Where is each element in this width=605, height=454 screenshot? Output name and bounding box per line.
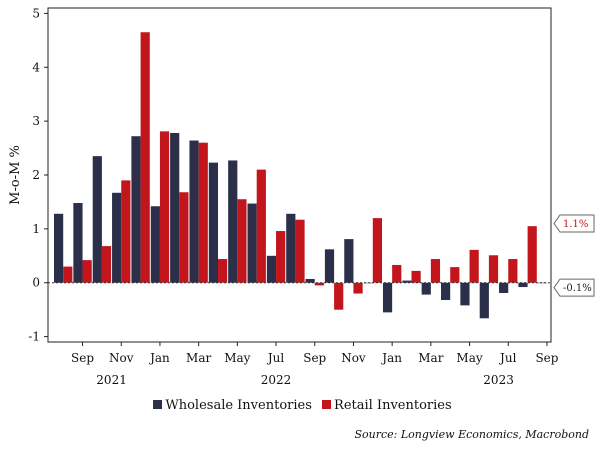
bar-wholesale	[266, 255, 277, 283]
bar-wholesale	[479, 282, 489, 319]
x-year-label: 2022	[261, 373, 292, 387]
bar-wholesale	[54, 213, 64, 283]
bar-wholesale	[518, 282, 528, 288]
bar-retail	[82, 260, 92, 283]
bar-retail	[508, 259, 518, 283]
bar-wholesale	[382, 282, 393, 313]
bar-retail	[527, 226, 537, 283]
bar-wholesale	[402, 280, 412, 283]
bar-wholesale	[247, 203, 257, 283]
callout-label: -0.1%	[563, 283, 592, 294]
legend-label-retail: Retail Inventories	[334, 398, 452, 413]
y-tick-label: 1	[32, 222, 40, 236]
y-tick-label: 2	[32, 168, 40, 182]
legend-label-wholesale: Wholesale Inventories	[165, 398, 312, 413]
bar-retail	[372, 218, 382, 283]
bar-wholesale	[324, 249, 335, 283]
x-year-label: 2023	[483, 373, 514, 387]
y-tick-label: 4	[32, 60, 40, 74]
bar-wholesale	[537, 282, 547, 284]
bar-wholesale	[73, 203, 83, 283]
bar-wholesale	[112, 192, 122, 283]
x-tick-label: Jan	[380, 351, 402, 365]
callout-label: 1.1%	[563, 219, 588, 230]
x-tick-label: Mar	[418, 351, 443, 365]
bar-retail	[121, 180, 131, 283]
plot-frame	[47, 7, 552, 343]
callout-box	[553, 214, 595, 233]
legend-swatch-wholesale	[153, 400, 163, 409]
y-tick-label: 3	[32, 114, 40, 128]
source-note: Source: Longview Economics, Macrobond	[354, 428, 589, 441]
bar-retail	[411, 270, 421, 283]
x-tick-label: Sep	[303, 351, 326, 365]
x-year-label: 2021	[96, 373, 127, 387]
bar-retail	[159, 131, 170, 283]
legend-item-wholesale: Wholesale Inventories	[153, 398, 312, 413]
bar-retail	[295, 219, 305, 283]
bar-wholesale	[344, 239, 354, 283]
bar-retail	[276, 231, 286, 283]
bar-retail	[353, 282, 363, 294]
bar-retail	[314, 282, 324, 286]
bar-wholesale	[92, 156, 102, 283]
bar-wholesale	[150, 206, 160, 283]
bar-retail	[430, 259, 441, 283]
bar-retail	[450, 267, 460, 283]
legend: Wholesale Inventories Retail Inventories	[0, 398, 605, 413]
bar-retail	[237, 199, 247, 283]
bar-retail	[179, 192, 189, 283]
x-tick-label: Mar	[186, 351, 211, 365]
x-tick-label: Sep	[71, 351, 94, 365]
y-tick-label: -1	[28, 330, 40, 344]
bar-wholesale	[441, 282, 451, 300]
bar-retail	[392, 264, 402, 283]
legend-item-retail: Retail Inventories	[322, 398, 452, 413]
bar-wholesale	[131, 136, 141, 283]
bar-wholesale	[286, 213, 296, 283]
bar-retail	[218, 259, 228, 283]
bar-retail	[488, 255, 499, 283]
callout-box	[553, 278, 595, 297]
bar-wholesale	[460, 282, 470, 306]
y-tick-label: 0	[32, 276, 40, 290]
bar-retail	[334, 282, 344, 310]
x-tick-label: Jul	[498, 351, 517, 365]
bar-retail	[256, 169, 266, 283]
bar-wholesale	[421, 282, 431, 295]
x-tick-label: Jan	[148, 351, 170, 365]
bar-wholesale	[499, 282, 509, 293]
bar-wholesale	[189, 140, 199, 283]
bar-wholesale	[305, 278, 315, 283]
legend-swatch-retail	[322, 400, 332, 409]
x-tick-label: Nov	[109, 351, 134, 365]
bar-retail	[140, 32, 150, 283]
x-tick-label: Sep	[535, 351, 558, 365]
bar-retail	[63, 266, 73, 283]
bar-wholesale	[170, 132, 180, 283]
x-tick-label: Jul	[266, 351, 285, 365]
bar-retail	[198, 142, 208, 283]
bar-wholesale	[208, 162, 218, 283]
x-tick-label: May	[224, 351, 250, 365]
y-tick-label: 5	[32, 6, 40, 20]
bar-wholesale	[228, 160, 238, 283]
x-tick-label: Nov	[341, 351, 366, 365]
y-axis-label: M-o-M %	[8, 145, 23, 205]
bar-retail	[101, 246, 112, 283]
x-tick-label: May	[456, 351, 482, 365]
bar-retail	[469, 249, 479, 283]
